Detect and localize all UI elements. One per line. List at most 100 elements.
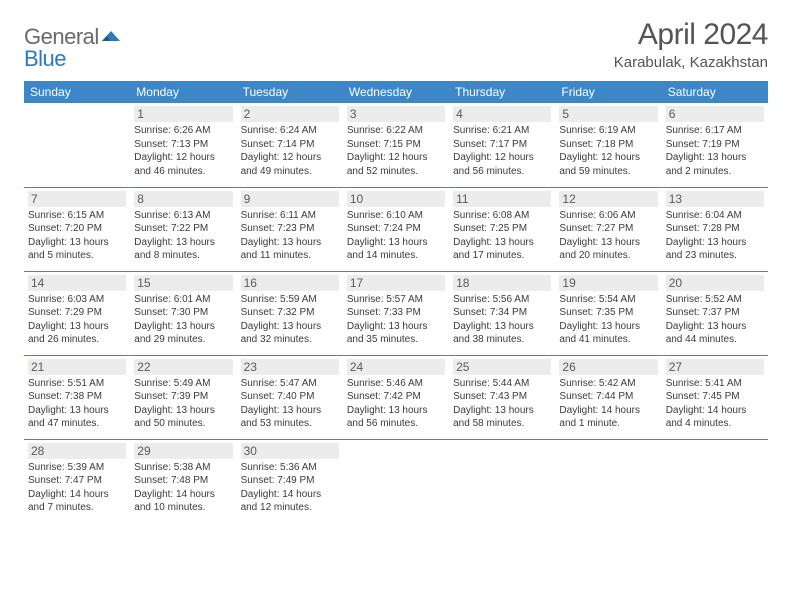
logo-blue-row: Blue (24, 46, 66, 72)
day-info: Sunrise: 5:49 AMSunset: 7:39 PMDaylight:… (134, 377, 232, 431)
location-label: Karabulak, Kazakhstan (614, 54, 768, 71)
daylight-text-1: Daylight: 13 hours (453, 404, 551, 418)
daylight-text-2: and 17 minutes. (453, 249, 551, 263)
daylight-text-2: and 1 minute. (559, 417, 657, 431)
sunset-text: Sunset: 7:48 PM (134, 474, 232, 488)
daylight-text-1: Daylight: 13 hours (241, 404, 339, 418)
daylight-text-2: and 49 minutes. (241, 165, 339, 179)
sunset-text: Sunset: 7:32 PM (241, 306, 339, 320)
day-number: 7 (28, 191, 126, 207)
daylight-text-1: Daylight: 14 hours (134, 488, 232, 502)
sunrise-text: Sunrise: 5:51 AM (28, 377, 126, 391)
daylight-text-2: and 44 minutes. (666, 333, 764, 347)
day-number: 21 (28, 359, 126, 375)
sunrise-text: Sunrise: 5:52 AM (666, 293, 764, 307)
day-info: Sunrise: 6:22 AMSunset: 7:15 PMDaylight:… (347, 124, 445, 178)
daylight-text-1: Daylight: 13 hours (241, 236, 339, 250)
sunrise-text: Sunrise: 6:13 AM (134, 209, 232, 223)
weekday-header: Tuesday (237, 81, 343, 103)
sunset-text: Sunset: 7:20 PM (28, 222, 126, 236)
day-number: 30 (241, 443, 339, 459)
sunset-text: Sunset: 7:23 PM (241, 222, 339, 236)
day-info: Sunrise: 6:15 AMSunset: 7:20 PMDaylight:… (28, 209, 126, 263)
daylight-text-1: Daylight: 13 hours (666, 320, 764, 334)
daylight-text-2: and 29 minutes. (134, 333, 232, 347)
sunrise-text: Sunrise: 5:44 AM (453, 377, 551, 391)
calendar-day-cell: 8Sunrise: 6:13 AMSunset: 7:22 PMDaylight… (130, 187, 236, 271)
daylight-text-2: and 26 minutes. (28, 333, 126, 347)
daylight-text-1: Daylight: 13 hours (559, 236, 657, 250)
day-info: Sunrise: 6:11 AMSunset: 7:23 PMDaylight:… (241, 209, 339, 263)
day-number: 11 (453, 191, 551, 207)
calendar-day-cell: 1Sunrise: 6:26 AMSunset: 7:13 PMDaylight… (130, 103, 236, 187)
page-header: General April 2024 Karabulak, Kazakhstan (24, 18, 768, 71)
calendar-header-row: Sunday Monday Tuesday Wednesday Thursday… (24, 81, 768, 103)
sunrise-text: Sunrise: 6:26 AM (134, 124, 232, 138)
sunset-text: Sunset: 7:19 PM (666, 138, 764, 152)
day-info: Sunrise: 5:51 AMSunset: 7:38 PMDaylight:… (28, 377, 126, 431)
day-number: 27 (666, 359, 764, 375)
daylight-text-2: and 8 minutes. (134, 249, 232, 263)
day-number: 15 (134, 275, 232, 291)
daylight-text-1: Daylight: 12 hours (347, 151, 445, 165)
calendar-week-row: 28Sunrise: 5:39 AMSunset: 7:47 PMDayligh… (24, 439, 768, 523)
daylight-text-2: and 20 minutes. (559, 249, 657, 263)
sunset-text: Sunset: 7:37 PM (666, 306, 764, 320)
day-info: Sunrise: 5:36 AMSunset: 7:49 PMDaylight:… (241, 461, 339, 515)
calendar-table: Sunday Monday Tuesday Wednesday Thursday… (24, 81, 768, 523)
day-info: Sunrise: 5:39 AMSunset: 7:47 PMDaylight:… (28, 461, 126, 515)
calendar-body: 1Sunrise: 6:26 AMSunset: 7:13 PMDaylight… (24, 103, 768, 523)
calendar-day-cell: 4Sunrise: 6:21 AMSunset: 7:17 PMDaylight… (449, 103, 555, 187)
calendar-day-cell (662, 439, 768, 523)
day-info: Sunrise: 5:41 AMSunset: 7:45 PMDaylight:… (666, 377, 764, 431)
daylight-text-1: Daylight: 13 hours (347, 320, 445, 334)
daylight-text-1: Daylight: 12 hours (134, 151, 232, 165)
sunrise-text: Sunrise: 6:08 AM (453, 209, 551, 223)
sunrise-text: Sunrise: 6:22 AM (347, 124, 445, 138)
day-info: Sunrise: 6:01 AMSunset: 7:30 PMDaylight:… (134, 293, 232, 347)
calendar-day-cell: 16Sunrise: 5:59 AMSunset: 7:32 PMDayligh… (237, 271, 343, 355)
day-number: 1 (134, 106, 232, 122)
calendar-day-cell: 20Sunrise: 5:52 AMSunset: 7:37 PMDayligh… (662, 271, 768, 355)
weekday-header: Wednesday (343, 81, 449, 103)
sunset-text: Sunset: 7:33 PM (347, 306, 445, 320)
daylight-text-2: and 5 minutes. (28, 249, 126, 263)
calendar-week-row: 7 Sunrise: 6:15 AMSunset: 7:20 PMDaylight… (24, 187, 768, 271)
daylight-text-1: Daylight: 14 hours (241, 488, 339, 502)
sunrise-text: Sunrise: 6:04 AM (666, 209, 764, 223)
sunset-text: Sunset: 7:29 PM (28, 306, 126, 320)
daylight-text-2: and 41 minutes. (559, 333, 657, 347)
weekday-header: Sunday (24, 81, 130, 103)
daylight-text-1: Daylight: 13 hours (453, 236, 551, 250)
sunset-text: Sunset: 7:14 PM (241, 138, 339, 152)
day-info: Sunrise: 5:52 AMSunset: 7:37 PMDaylight:… (666, 293, 764, 347)
sunrise-text: Sunrise: 5:49 AM (134, 377, 232, 391)
day-number: 17 (347, 275, 445, 291)
sunrise-text: Sunrise: 6:19 AM (559, 124, 657, 138)
daylight-text-2: and 50 minutes. (134, 417, 232, 431)
day-number: 5 (559, 106, 657, 122)
day-info: Sunrise: 6:10 AMSunset: 7:24 PMDaylight:… (347, 209, 445, 263)
sunset-text: Sunset: 7:22 PM (134, 222, 232, 236)
day-info: Sunrise: 6:21 AMSunset: 7:17 PMDaylight:… (453, 124, 551, 178)
day-info: Sunrise: 6:17 AMSunset: 7:19 PMDaylight:… (666, 124, 764, 178)
day-number: 26 (559, 359, 657, 375)
sunrise-text: Sunrise: 5:57 AM (347, 293, 445, 307)
calendar-day-cell (24, 103, 130, 187)
daylight-text-2: and 23 minutes. (666, 249, 764, 263)
sunset-text: Sunset: 7:42 PM (347, 390, 445, 404)
calendar-day-cell (449, 439, 555, 523)
calendar-day-cell: 25Sunrise: 5:44 AMSunset: 7:43 PMDayligh… (449, 355, 555, 439)
daylight-text-1: Daylight: 13 hours (453, 320, 551, 334)
day-info: Sunrise: 6:03 AMSunset: 7:29 PMDaylight:… (28, 293, 126, 347)
daylight-text-2: and 4 minutes. (666, 417, 764, 431)
sunset-text: Sunset: 7:40 PM (241, 390, 339, 404)
sunset-text: Sunset: 7:25 PM (453, 222, 551, 236)
sunrise-text: Sunrise: 6:11 AM (241, 209, 339, 223)
calendar-day-cell: 7 Sunrise: 6:15 AMSunset: 7:20 PMDaylight… (24, 187, 130, 271)
daylight-text-2: and 56 minutes. (347, 417, 445, 431)
day-number: 22 (134, 359, 232, 375)
sunset-text: Sunset: 7:43 PM (453, 390, 551, 404)
calendar-day-cell: 22 Sunrise: 5:49 AMSunset: 7:39 PMDayligh… (130, 355, 236, 439)
calendar-day-cell: 27 Sunrise: 5:41 AMSunset: 7:45 PMDayligh… (662, 355, 768, 439)
